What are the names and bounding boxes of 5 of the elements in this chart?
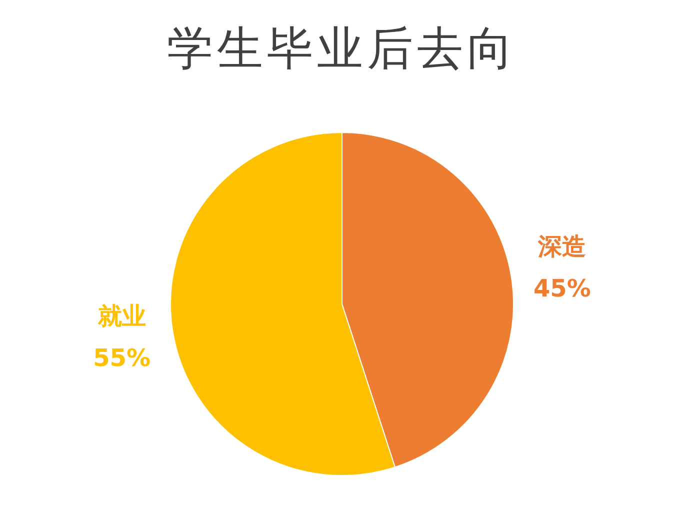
chart-title: 学生毕业后去向 bbox=[166, 20, 518, 77]
data-label: 55% bbox=[93, 344, 151, 372]
slice-label: 深造 bbox=[537, 232, 586, 260]
data-label: 45% bbox=[533, 274, 591, 302]
slice-label: 就业 bbox=[96, 302, 146, 330]
